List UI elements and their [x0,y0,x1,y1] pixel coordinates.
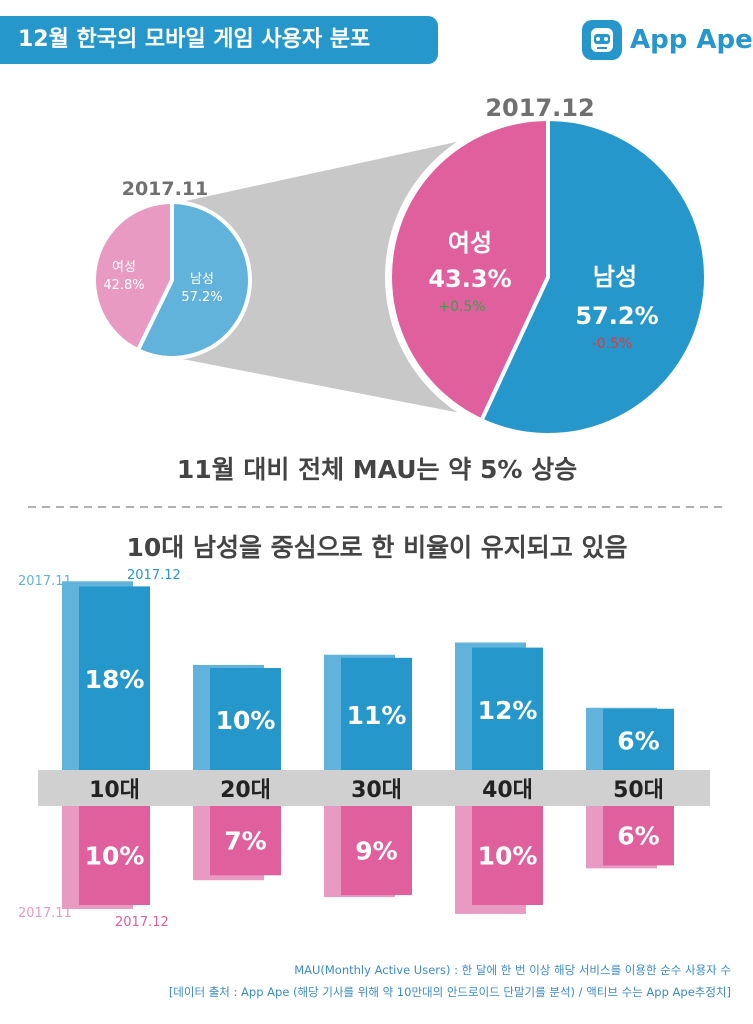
bar-female-current-10대 [79,806,150,905]
pie-large-label-male: 남성 [593,263,637,291]
bar-male-label-50대: 6% [617,726,659,755]
title-banner: 12월 한국의 모바일 게임 사용자 분포 [0,16,438,64]
category-label-30대: 30대 [351,778,402,803]
bar-male-label-10대: 18% [85,665,145,694]
category-label-50대: 50대 [613,778,664,803]
bar-male-current-20대 [210,668,281,770]
bar-female-label-30대: 9% [355,837,397,866]
legend-female-current: 2017.12 [115,915,169,930]
pie-small-label-female: 여성 [112,260,136,275]
headline-mau: 11월 대비 전체 MAU는 약 5% 상승 [177,455,577,484]
bar-male-current-30대 [341,657,412,770]
bar-female-current-40대 [472,806,543,905]
bar-female-current-30대 [341,806,412,896]
pie-small-value-male: 57.2% [181,290,222,305]
bar-female-label-50대: 6% [617,822,659,851]
pie-large-change-male: -0.5% [592,336,633,352]
bar-male-current-10대 [79,586,150,770]
bar-male-current-50대 [603,708,674,770]
footnote-source: [데이터 출처 : App Ape (해당 기사를 위해 약 10만대의 안드로… [168,985,731,999]
category-label-40대: 40대 [482,778,533,803]
brand-name: App Ape [630,25,753,55]
bar-female-current-50대 [603,806,674,866]
bar-male-current-40대 [472,647,543,770]
pie-large-slice-male [478,116,708,437]
pie-large-label-female: 여성 [448,229,492,257]
legend-female-prev: 2017.11 [18,906,72,921]
pie-small-slice-female [92,199,174,353]
pie-small-label-male: 남성 [190,272,214,287]
bar-male-label-30대: 11% [347,701,407,730]
pie-large-value-male: 57.2% [575,302,658,330]
pie-large-change-female: +0.5% [438,299,485,315]
footnote-mau: MAU(Monthly Active Users) : 한 달에 한 번 이상 … [294,963,731,977]
category-label-20대: 20대 [220,778,271,803]
bar-male-label-20대: 10% [216,706,276,735]
headline-age: 10대 남성을 중심으로 한 비율이 유지되고 있음 [126,533,627,562]
pie-large-slice-female [388,116,550,423]
category-label-10대: 10대 [89,778,140,803]
pie-large-value-female: 43.3% [428,265,511,293]
legend-male-current: 2017.12 [127,568,181,583]
pie-small-title: 2017.11 [122,178,209,200]
bar-female-label-10대: 10% [85,842,145,871]
bar-female-label-40대: 10% [478,842,538,871]
pie-large-title: 2017.12 [485,94,594,122]
pie-small-value-female: 42.8% [103,278,144,293]
bar-male-label-40대: 12% [478,696,538,725]
brand-logo: App Ape [582,18,753,62]
bar-female-current-20대 [210,806,281,876]
ape-face-icon [582,20,622,60]
legend-male-prev: 2017.11 [18,574,72,589]
page-title: 12월 한국의 모바일 게임 사용자 분포 [18,27,371,52]
category-band [38,770,710,806]
bar-female-label-20대: 7% [224,827,266,856]
pie-small-slice-male [135,199,252,360]
